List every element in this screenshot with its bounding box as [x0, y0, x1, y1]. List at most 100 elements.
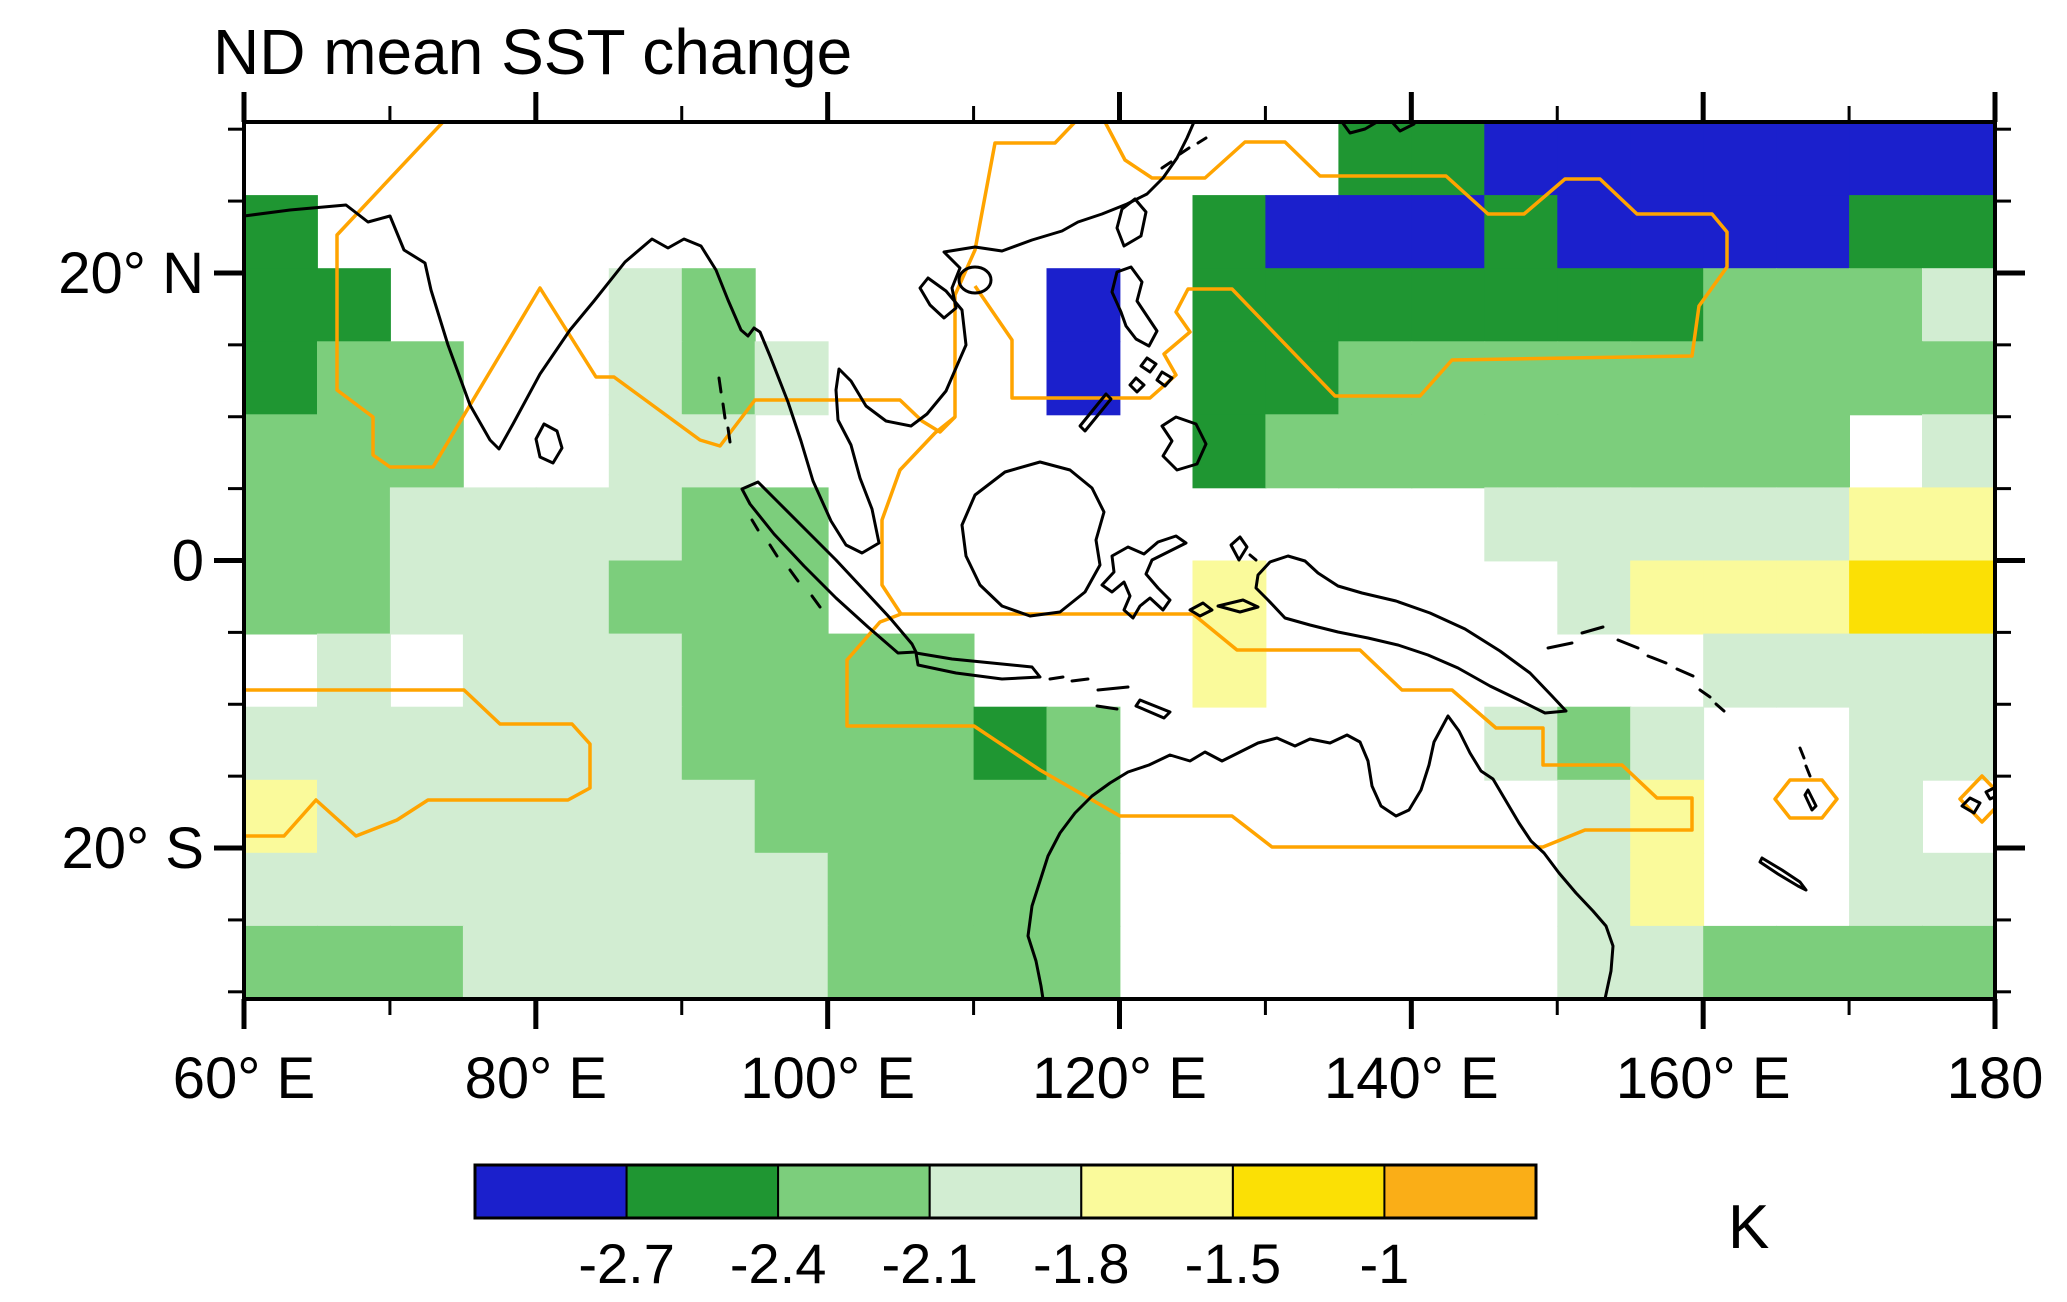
coastline-new-guinea — [1254, 554, 1568, 715]
colorbar-border — [473, 1163, 1538, 1220]
colorbar-boundary-label: -1.5 — [1185, 1232, 1282, 1295]
grid-cell — [1630, 122, 1705, 196]
grid-cell — [244, 268, 318, 343]
coastline-bismarck-islands — [1546, 625, 1605, 650]
grid-cell — [754, 706, 829, 781]
grid-cell — [389, 560, 464, 635]
x-tick-label: 160° E — [1616, 1046, 1791, 1111]
grid-cell — [1849, 706, 1923, 781]
grid-cell — [244, 706, 318, 781]
grid-cell — [827, 925, 902, 999]
grid-cell — [1192, 341, 1267, 416]
coastline-java — [914, 651, 1042, 681]
coastline-layer — [244, 122, 1995, 999]
colorbar-boundary-label: -2.1 — [881, 1232, 978, 1295]
grid-cell — [1849, 195, 1923, 270]
coastline-asia-mainland — [244, 122, 1196, 555]
grid-cell — [827, 779, 902, 854]
grid-cell — [389, 414, 464, 489]
grid-cell — [244, 195, 318, 270]
grid-cell — [1922, 341, 1995, 416]
grid-cell — [1776, 268, 1850, 343]
grid-cell — [244, 414, 318, 489]
grid-cell — [900, 852, 975, 927]
grid-cell — [1922, 633, 1995, 708]
coastline-sri-lanka — [534, 422, 564, 465]
grid-cell — [1776, 414, 1850, 489]
grid-cell — [244, 487, 318, 562]
grid-cell — [681, 925, 756, 999]
grid-cell — [1922, 925, 1995, 999]
grid-cell — [608, 341, 683, 416]
y-axis-labels: 20° N 0 20° S — [58, 241, 204, 881]
significance-contour — [1773, 778, 1839, 820]
grid-cell — [317, 925, 391, 999]
grid-cell — [608, 414, 683, 489]
grid-cell — [1630, 852, 1705, 927]
coastline-ryukyu-islands — [1160, 136, 1208, 170]
grid-cell — [317, 706, 391, 781]
grid-cell — [1630, 925, 1705, 999]
x-tick-label: 80° E — [465, 1046, 608, 1111]
coastline-mentawai-islands — [750, 518, 822, 609]
grid-cell — [317, 268, 391, 343]
grid-cell — [462, 852, 537, 927]
grid-cell — [1630, 560, 1705, 635]
grid-cell — [1265, 414, 1340, 489]
grid-cell — [535, 560, 610, 635]
grid-cell — [1046, 852, 1121, 927]
grid-cell — [462, 487, 537, 562]
coastline-australia — [1026, 714, 1615, 999]
grid-cell — [389, 925, 464, 999]
grid-cell — [1630, 195, 1705, 270]
grid-cell — [681, 706, 756, 781]
grid-cell — [1557, 122, 1632, 196]
grid-cell — [1849, 122, 1923, 196]
grid-cell — [1411, 414, 1486, 489]
grid-cell — [1630, 268, 1705, 343]
grid-cell — [1849, 779, 1923, 854]
grid-cell — [973, 852, 1048, 927]
y-tick-label: 20° S — [61, 816, 204, 881]
grid-cell — [1849, 852, 1923, 927]
coastline-solomon-islands — [1616, 638, 1726, 713]
coastline-taiwan — [1115, 197, 1148, 248]
grid-cell — [1557, 341, 1632, 416]
x-tick-label: 120° E — [1032, 1046, 1207, 1111]
grid-cell — [681, 560, 756, 635]
grid-cell — [1338, 195, 1413, 270]
grid-cell — [1703, 268, 1778, 343]
grid-cell — [1922, 268, 1995, 343]
grid-cell — [1776, 122, 1850, 196]
grid-cell — [754, 341, 829, 416]
coastline-borneo — [960, 460, 1106, 618]
grid-cell — [1192, 268, 1267, 343]
grid-cell — [681, 487, 756, 562]
grid-cell — [1703, 414, 1778, 489]
grid-cell — [1703, 195, 1778, 270]
grid-cell — [1484, 268, 1559, 343]
grid-cell — [462, 779, 537, 854]
grid-cell — [1849, 487, 1923, 562]
grid-cell — [608, 706, 683, 781]
grid-cell — [535, 487, 610, 562]
grid-cell — [608, 560, 683, 635]
colorbar-segment — [1383, 1164, 1538, 1219]
grid-cell — [1776, 195, 1850, 270]
grid-cell — [1849, 341, 1923, 416]
significance-contour — [335, 122, 1077, 469]
colorbar — [473, 1163, 1538, 1220]
grid-cell — [754, 852, 829, 927]
grid-cell — [1630, 706, 1705, 781]
grid-cell — [608, 852, 683, 927]
grid-cell — [1265, 341, 1340, 416]
colorbar-segment — [1080, 1164, 1234, 1219]
significance-contour — [973, 122, 1729, 400]
grid-cell — [317, 487, 391, 562]
grid-cell — [900, 706, 975, 781]
colorbar-segment — [625, 1164, 780, 1219]
grid-cell — [317, 852, 391, 927]
colorbar-unit-label: K — [1728, 1193, 1769, 1262]
colorbar-segment — [474, 1164, 628, 1219]
